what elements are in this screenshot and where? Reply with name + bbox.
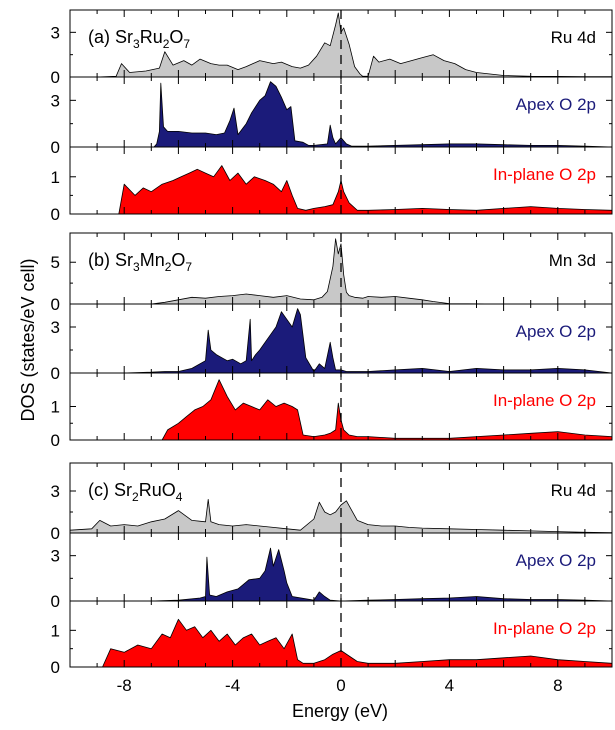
formula-subscript: 2 <box>132 490 139 504</box>
compound-label: (a) Sr3Ru2O7 <box>88 27 190 51</box>
formula-subscript: 2 <box>165 260 172 274</box>
y-tick-label: 0 <box>51 431 60 450</box>
x-tick-label: -4 <box>225 676 240 695</box>
y-tick-label: 0 <box>51 205 60 224</box>
orbital-label: Apex O 2p <box>516 95 596 114</box>
y-tick-label: 3 <box>51 318 60 337</box>
y-axis-label: DOS (states/eV cell) <box>18 258 38 421</box>
formula-subscript: 7 <box>185 260 192 274</box>
dos-curve-mn-3d <box>96 238 613 305</box>
formula-subscript: 3 <box>133 260 140 274</box>
formula-text: Sr <box>114 480 132 500</box>
formula-text: Ru <box>140 27 163 47</box>
formula-text: Sr <box>115 27 133 47</box>
orbital-label: Apex O 2p <box>516 322 596 341</box>
orbital-label: Ru 4d <box>551 28 596 47</box>
y-tick-label: 5 <box>51 253 60 272</box>
x-tick-label: 4 <box>445 676 454 695</box>
y-tick-label: 0 <box>51 68 60 87</box>
formula-text: RuO <box>139 480 176 500</box>
y-tick-label: 0 <box>51 658 60 677</box>
orbital-label: In-plane O 2p <box>493 391 596 410</box>
formula-text: (c) <box>88 480 109 500</box>
formula-subscript: 7 <box>183 37 190 51</box>
dos-curve-apex-o-2p <box>96 547 613 602</box>
y-tick-label: 0 <box>51 524 60 543</box>
orbital-label: Ru 4d <box>551 481 596 500</box>
x-tick-label: 0 <box>336 676 345 695</box>
formula-subscript: 4 <box>176 490 183 504</box>
orbital-label: Apex O 2p <box>516 551 596 570</box>
y-tick-label: 0 <box>51 138 60 157</box>
orbital-label: In-plane O 2p <box>493 619 596 638</box>
y-tick-label: 3 <box>51 482 60 501</box>
orbital-label: Mn 3d <box>549 251 596 270</box>
y-tick-label: 3 <box>51 23 60 42</box>
orbital-label: In-plane O 2p <box>493 165 596 184</box>
formula-subscript: 2 <box>163 37 170 51</box>
dos-curve-in-plane-o-2p <box>96 618 613 668</box>
y-tick-label: 0 <box>51 295 60 314</box>
y-tick-label: 0 <box>51 364 60 383</box>
formula-text: Sr <box>115 250 133 270</box>
formula-text: (a) <box>88 27 110 47</box>
compound-label: (b) Sr3Mn2O7 <box>88 250 192 274</box>
dos-curve-ru-4d <box>96 12 613 78</box>
y-tick-label: 3 <box>51 547 60 566</box>
dos-curve-in-plane-o-2p <box>96 165 613 215</box>
x-tick-label: -8 <box>117 676 132 695</box>
y-tick-label: 3 <box>51 91 60 110</box>
y-tick-label: 0 <box>51 592 60 611</box>
y-tick-label: 1 <box>51 621 60 640</box>
formula-subscript: 3 <box>133 37 140 51</box>
y-tick-label: 1 <box>51 168 60 187</box>
x-tick-label: 8 <box>553 676 562 695</box>
formula-text: (b) <box>88 250 110 270</box>
dos-curve-apex-o-2p <box>96 81 613 148</box>
panel-group-c: 0 3 Ru 4d 0 3 Apex O 2p 0 1 In-plane O 2p (c) Sr2… <box>51 462 613 677</box>
x-axis-label: Energy (eV) <box>292 701 388 721</box>
compound-label: (c) Sr2RuO4 <box>88 480 183 504</box>
dos-curve-apex-o-2p <box>96 308 613 374</box>
formula-text: O <box>169 27 183 47</box>
formula-text: Mn <box>140 250 165 270</box>
y-tick-label: 1 <box>51 398 60 417</box>
formula-text: O <box>171 250 185 270</box>
